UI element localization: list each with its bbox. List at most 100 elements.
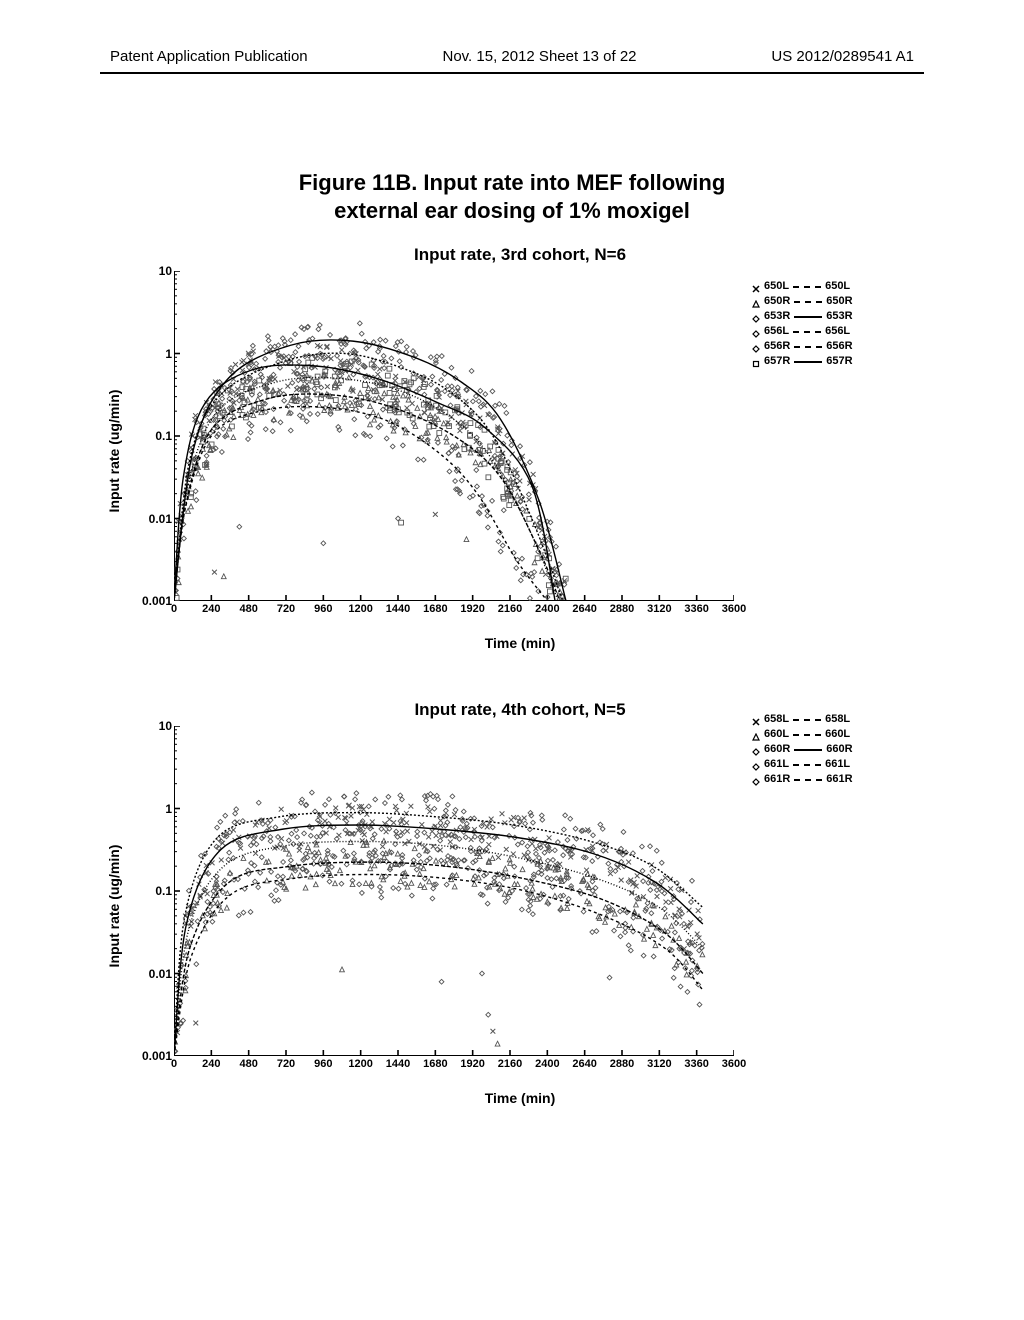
legend-label: 656L [764,324,789,339]
legend-label: 660R [764,742,790,757]
x-tick-label: 720 [277,603,295,615]
x-tick-label: 960 [314,603,332,615]
x-tick-label: 480 [239,603,257,615]
header-left: Patent Application Publication [110,48,308,65]
header-center: Nov. 15, 2012 Sheet 13 of 22 [442,48,636,65]
x-tick-label: 3360 [684,603,708,615]
header-right: US 2012/0289541 A1 [771,48,914,65]
x-axis-label: Time (min) [120,635,920,651]
legend-row: 656L 656L [752,324,853,339]
chart-cohort4: Input rate, 4th cohort, N=5 Input rate (… [120,700,920,1120]
y-tick-label: 0.001 [142,1049,172,1063]
legend-label: 657R [764,354,790,369]
x-tick-label: 2640 [572,603,596,615]
figure-title-line1: Figure 11B. Input rate into MEF followin… [0,170,1024,196]
x-tick-label: 0 [171,603,177,615]
legend-label: 661L [764,757,789,772]
legend-line-icon [793,719,821,721]
legend-marker-icon [752,343,760,351]
plot-area: Input rate (ug/min) 0.0010.010.1110 0240… [120,726,920,1086]
legend-marker-icon [752,746,760,754]
legend-label: 660L [825,727,850,742]
x-tick-label: 240 [202,1058,220,1070]
y-tick-label: 0.001 [142,594,172,608]
legend-label: 653R [826,309,852,324]
legend-line-icon [794,316,822,318]
legend-row: 660R660R [752,742,853,757]
x-tick-label: 960 [314,1058,332,1070]
legend-marker-icon [752,283,760,291]
legend-row: 661L 661L [752,757,853,772]
y-tick-label: 10 [159,719,172,733]
x-tick-label: 2880 [610,1058,634,1070]
header-rule [100,72,924,74]
y-tick-labels: 0.0010.010.1110 [134,726,172,1056]
legend-row: 656R 656R [752,339,853,354]
legend-line-icon [794,779,822,781]
legend-label: 650R [764,294,790,309]
legend-label: 661L [825,757,850,772]
x-tick-label: 0 [171,1058,177,1070]
y-tick-label: 0.01 [149,967,172,981]
x-tick-label: 1200 [348,1058,372,1070]
y-axis-label: Input rate (ug/min) [106,390,122,513]
legend-line-icon [793,331,821,333]
legend-label: 653R [764,309,790,324]
legend-marker-icon [752,776,760,784]
chart-svg [174,271,734,601]
legend-label: 656R [764,339,790,354]
legend-label: 656R [826,339,852,354]
legend-row: 650L650L [752,279,853,294]
legend-marker-icon [752,761,760,769]
x-tick-label: 2400 [535,603,559,615]
x-tick-label: 1920 [460,603,484,615]
legend-line-icon [794,749,822,751]
legend-marker-icon [752,731,760,739]
x-tick-label: 2880 [610,603,634,615]
x-tick-label: 720 [277,1058,295,1070]
legend-line-icon [794,301,822,303]
x-tick-label: 480 [239,1058,257,1070]
legend-marker-icon [752,298,760,306]
y-tick-label: 1 [165,802,172,816]
legend-label: 650R [826,294,852,309]
x-tick-label: 3120 [647,603,671,615]
legend-label: 656L [825,324,850,339]
legend-marker-icon [752,716,760,724]
y-tick-label: 0.1 [155,884,172,898]
legend-marker-icon [752,328,760,336]
legend-line-icon [794,361,822,363]
y-tick-labels: 0.0010.010.1110 [134,271,172,601]
legend-label: 658L [825,712,850,727]
y-axis-label: Input rate (ug/min) [106,845,122,968]
legend-label: 658L [764,712,789,727]
legend-line-icon [793,734,821,736]
y-tick-label: 0.01 [149,512,172,526]
figure-title-line2: external ear dosing of 1% moxigel [0,198,1024,224]
x-tick-label: 1440 [386,1058,410,1070]
plot-area: Input rate (ug/min) 0.0010.010.1110 0240… [120,271,920,631]
legend-row: 660L660L [752,727,853,742]
x-axis-label: Time (min) [120,1090,920,1106]
x-tick-label: 3360 [684,1058,708,1070]
chart-subtitle: Input rate, 3rd cohort, N=6 [120,245,920,265]
x-tick-labels: 0240480720960120014401680192021602400264… [174,601,734,621]
legend-row: 657R 657R [752,354,853,369]
y-tick-label: 10 [159,264,172,278]
x-tick-label: 3600 [722,603,746,615]
legend: 650L650L650R650R653R653R656L656L656R656R… [752,279,853,369]
legend-row: 658L 658L [752,712,853,727]
legend-line-icon [793,764,821,766]
y-tick-label: 0.1 [155,429,172,443]
x-tick-label: 240 [202,603,220,615]
x-tick-label: 2160 [498,603,522,615]
legend-label: 661R [764,772,790,787]
legend: 658L658L660L660L660R660R661L661L661R661R [752,712,853,787]
x-tick-label: 1680 [423,1058,447,1070]
legend-label: 650L [764,279,789,294]
x-tick-label: 3600 [722,1058,746,1070]
legend-label: 657R [826,354,852,369]
x-tick-label: 3120 [647,1058,671,1070]
x-tick-label: 1680 [423,603,447,615]
legend-marker-icon [752,313,760,321]
